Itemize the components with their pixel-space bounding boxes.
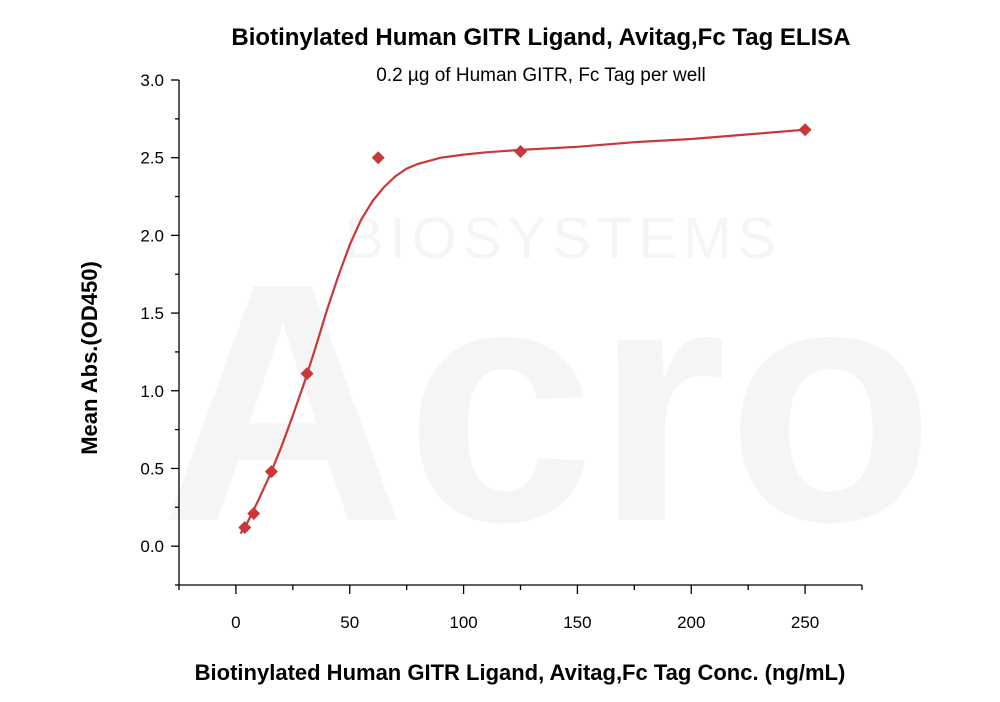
plot-area [238, 123, 812, 535]
data-point [264, 465, 278, 479]
x-tick-label: 50 [340, 613, 359, 632]
y-axis-label: Mean Abs.(OD450) [77, 261, 102, 455]
x-tick-label: 100 [449, 613, 477, 632]
y-tick-label: 1.0 [140, 382, 164, 401]
y-tick-label: 0.0 [140, 537, 164, 556]
y-tick-label: 3.0 [140, 71, 164, 90]
watermark: Acro BIOSYSTEMS [160, 206, 935, 593]
data-point [300, 367, 314, 381]
data-point [247, 507, 261, 521]
x-tick-label: 200 [677, 613, 705, 632]
data-point [238, 521, 252, 535]
x-ticks: 0 50 100 150 200 250 [178, 585, 863, 632]
x-tick-label: 250 [791, 613, 819, 632]
y-ticks: 0.0 0.5 1.0 1.5 2.0 2.5 3.0 [140, 71, 179, 586]
x-tick-label: 150 [563, 613, 591, 632]
fit-curve [239, 128, 806, 535]
chart-title: Biotinylated Human GITR Ligand, Avitag,F… [231, 24, 850, 51]
chart-subtitle: 0.2 µg of Human GITR, Fc Tag per well [376, 65, 706, 86]
data-point [371, 151, 385, 165]
x-tick-label: 0 [231, 613, 240, 632]
data-point [514, 144, 527, 158]
y-tick-label: 0.5 [140, 459, 164, 478]
y-tick-label: 1.5 [140, 304, 164, 323]
x-axis-label: Biotinylated Human GITR Ligand, Avitag,F… [195, 660, 846, 685]
y-tick-label: 2.0 [140, 226, 164, 245]
y-tick-label: 2.5 [140, 149, 164, 168]
watermark-text: BIOSYSTEMS [345, 206, 782, 271]
data-point [798, 123, 812, 137]
